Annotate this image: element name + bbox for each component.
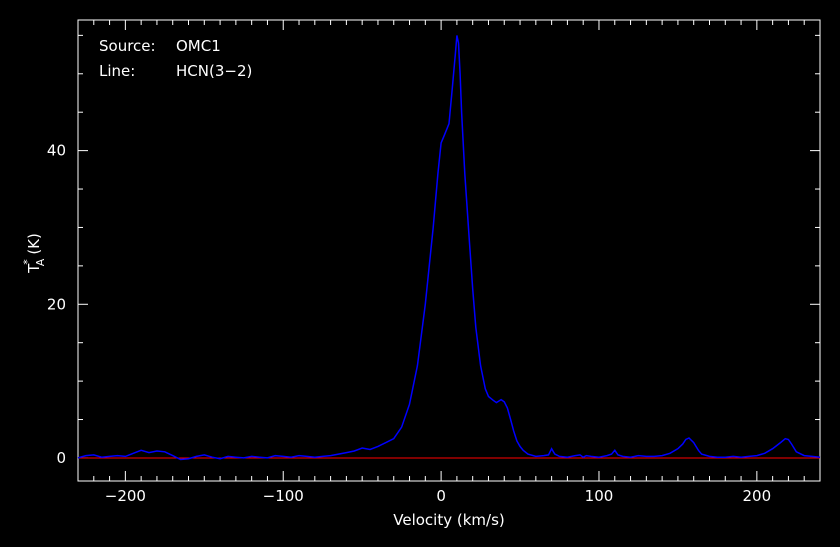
y-tick-label: 40 [47, 142, 66, 160]
x-tick-label: −200 [105, 487, 146, 505]
tick-labels: −200 −100 0 100 200 0 20 40 [47, 142, 771, 505]
x-tick-label: −100 [263, 487, 304, 505]
line-value: HCN(3−2) [176, 62, 252, 80]
spectrum-line [77, 35, 821, 461]
y-axis-label-symbol: T [25, 263, 43, 274]
source-label: Source: [99, 37, 156, 55]
x-axis-label: Velocity (km/s) [393, 511, 504, 529]
svg-text:T*A(K): T*A (K) [21, 233, 47, 274]
y-axis-label: T*A (K) [21, 233, 47, 274]
source-value: OMC1 [176, 37, 221, 55]
line-label: Line: [99, 62, 135, 80]
plot-frame [77, 19, 821, 482]
y-tick-label: 0 [56, 449, 66, 467]
x-tick-label: 100 [585, 487, 614, 505]
y-axis-label-sub: A [34, 258, 47, 266]
x-tick-label: 200 [743, 487, 772, 505]
x-tick-label: 0 [436, 487, 446, 505]
y-axis-label-unit: (K) [25, 233, 43, 255]
y-tick-label: 20 [47, 295, 66, 313]
axis-ticks [78, 20, 821, 481]
y-axis-label-sup: * [21, 259, 34, 265]
